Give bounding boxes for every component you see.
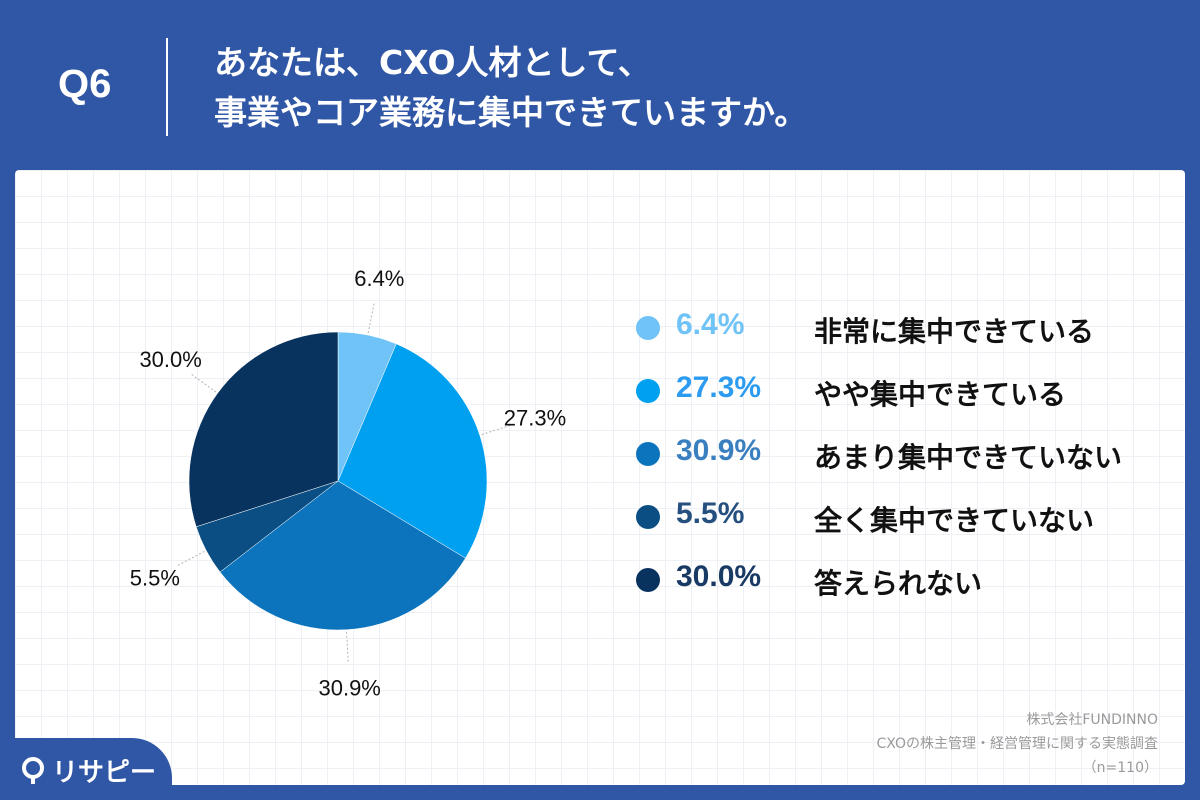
data-label: 30.0% <box>139 347 201 372</box>
source-note: 株式会社FUNDINNO CXOの株主管理・経営管理に関する実態調査 （n=11… <box>877 708 1159 780</box>
data-label: 5.5% <box>130 565 180 590</box>
logo-text: リサピー <box>52 758 157 788</box>
legend-percent: 27.3% <box>676 371 762 404</box>
question-title: あなたは、CXO人材として、 事業やコア業務に集中できていますか。 <box>214 38 1174 138</box>
legend-label: あまり集中できていない <box>814 441 1123 474</box>
leader-line <box>346 631 349 664</box>
legend-item: 27.3% やや集中できている <box>622 369 1182 432</box>
legend-marker-icon <box>636 442 660 466</box>
legend-label: 答えられない <box>814 567 983 600</box>
source-survey: CXOの株主管理・経営管理に関する実態調査 <box>876 736 1159 752</box>
legend-item: 6.4% 非常に集中できている <box>622 306 1182 369</box>
pie-slice <box>337 343 488 559</box>
data-label: 6.4% <box>354 266 404 291</box>
header-divider <box>166 38 168 136</box>
legend-item: 5.5% 全く集中できていない <box>622 495 1182 558</box>
leader-line <box>175 550 205 567</box>
question-title-line-2: 事業やコア業務に集中できていますか。 <box>214 93 808 132</box>
location-pin-icon <box>22 757 44 784</box>
legend-marker-icon <box>636 316 660 340</box>
legend-label: 全く集中できていない <box>814 504 1095 537</box>
source-sample-size: （n=110） <box>1082 760 1158 776</box>
legend-percent: 30.9% <box>676 434 762 467</box>
pie-slice <box>219 480 466 631</box>
legend-marker-icon <box>636 379 660 403</box>
leader-line <box>481 424 513 436</box>
legend-label: やや集中できている <box>814 378 1067 411</box>
legend-marker-icon <box>636 505 660 529</box>
question-number: Q6 <box>58 62 112 106</box>
legend-percent: 5.5% <box>676 497 745 530</box>
logo: リサピー <box>0 738 172 800</box>
data-label: 27.3% <box>504 405 566 430</box>
leader-line <box>367 301 376 334</box>
legend-percent: 30.0% <box>676 560 762 593</box>
legend-item: 30.9% あまり集中できていない <box>622 432 1182 495</box>
legend-item: 30.0% 答えられない <box>622 558 1182 621</box>
legend-label: 非常に集中できている <box>814 315 1095 348</box>
question-title-line-1: あなたは、CXO人材として、 <box>214 43 651 82</box>
leader-line <box>189 372 217 393</box>
pie-slice <box>188 331 339 528</box>
source-company: 株式会社FUNDINNO <box>1026 712 1158 728</box>
legend: 6.4% 非常に集中できている 27.3% やや集中できている 30.9% あま… <box>622 306 1182 621</box>
data-label: 30.9% <box>318 676 380 701</box>
legend-marker-icon <box>636 568 660 592</box>
header: Q6 あなたは、CXO人材として、 事業やコア業務に集中できていますか。 <box>0 0 1200 170</box>
legend-percent: 6.4% <box>676 308 745 341</box>
